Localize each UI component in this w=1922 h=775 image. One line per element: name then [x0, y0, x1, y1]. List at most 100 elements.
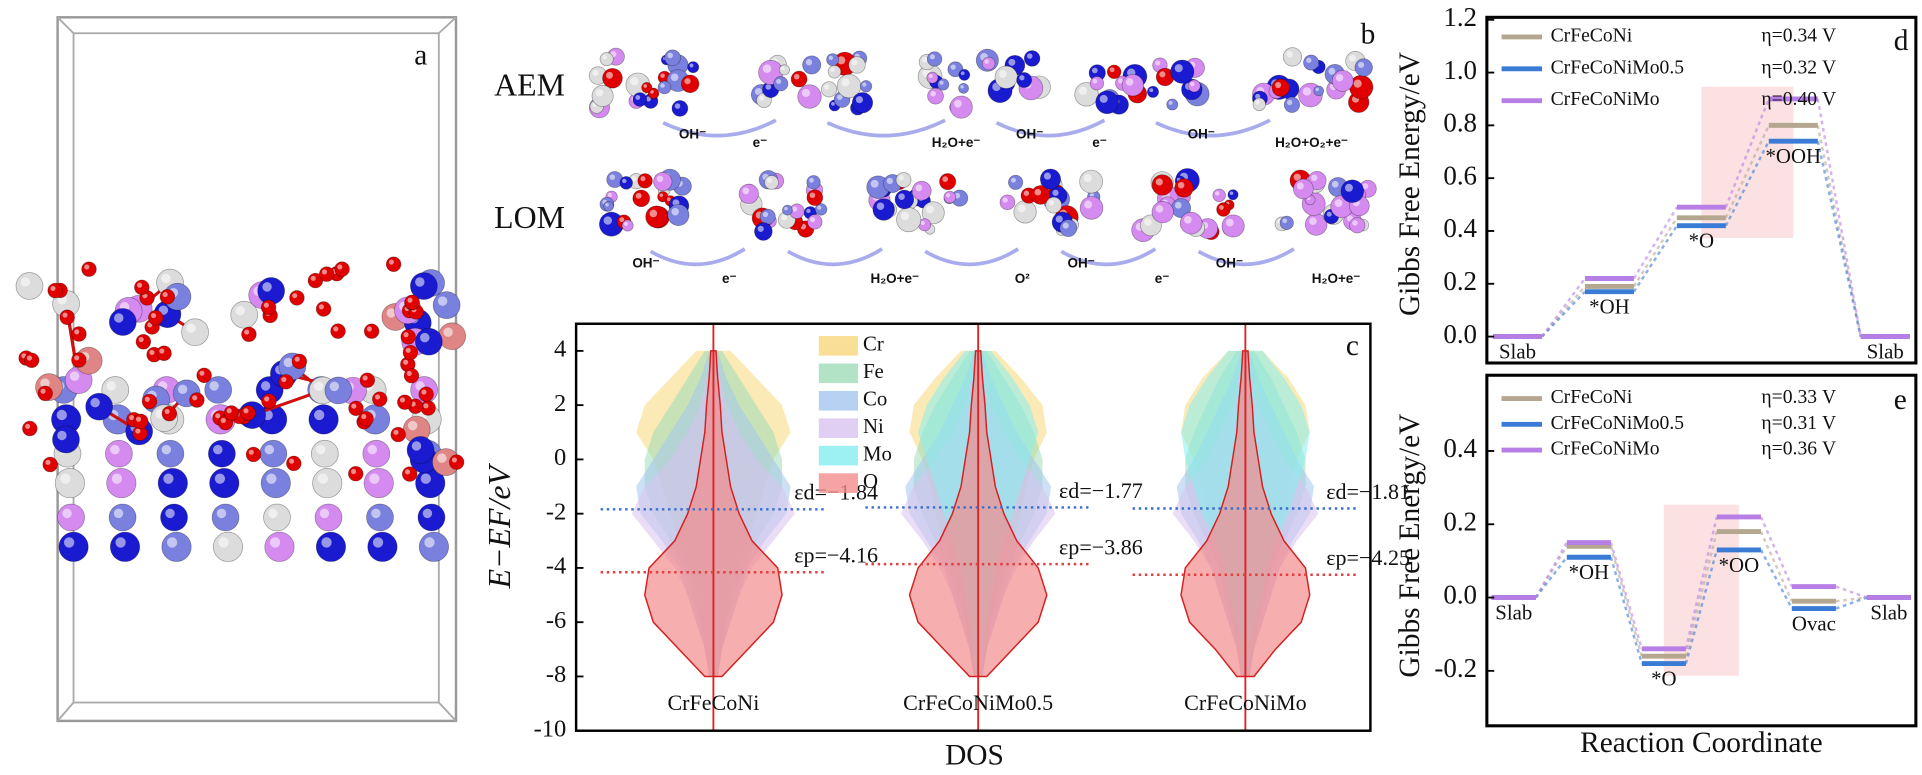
atom-shine	[292, 293, 298, 299]
cell-edge	[438, 701, 457, 722]
atom-shine	[266, 473, 277, 484]
atom-shine	[759, 95, 765, 101]
atom	[278, 374, 294, 390]
highlight	[1701, 86, 1794, 238]
cell-edge	[438, 16, 457, 34]
legend-annotation: η=0.32 V	[1761, 57, 1836, 78]
atom	[385, 256, 402, 272]
connector	[1541, 290, 1586, 338]
atom	[1008, 174, 1024, 190]
y-tick-label: 1.0	[1443, 55, 1477, 85]
atom-shine	[886, 177, 893, 185]
atom-shine	[244, 329, 250, 335]
atom-shine	[1293, 173, 1301, 181]
y-tick-label: -2	[546, 498, 566, 525]
atom-shine	[403, 359, 409, 365]
atom	[896, 207, 922, 233]
atom	[1039, 168, 1061, 190]
atom-shine	[374, 394, 381, 400]
atom	[315, 531, 347, 562]
atom-shine	[898, 175, 904, 181]
legend-label: O	[863, 469, 878, 493]
panel-letter: a	[414, 40, 427, 72]
atom-shine	[111, 473, 123, 484]
arrow	[924, 247, 1020, 267]
atom-shine	[1358, 61, 1365, 68]
atom-shine	[74, 329, 80, 335]
atom	[212, 531, 244, 562]
atom-shine	[1344, 183, 1353, 192]
atom-shine	[1215, 191, 1220, 196]
atom	[1013, 200, 1037, 224]
atom	[105, 439, 133, 468]
band-center-label: εp=−3.86	[1059, 534, 1143, 559]
atom	[782, 204, 793, 216]
step-label: *OH	[1589, 295, 1629, 319]
step-label: H₂O+e⁻	[870, 271, 919, 286]
atom-shine	[420, 473, 431, 484]
legend-label: CrFeCoNiMo	[1551, 89, 1660, 110]
atom	[134, 279, 150, 296]
atom	[42, 456, 58, 473]
atom	[400, 329, 416, 345]
atom-shine	[645, 96, 652, 102]
atom	[334, 261, 350, 277]
atom	[397, 394, 413, 410]
atom-shine	[1043, 172, 1051, 180]
atom	[159, 289, 176, 305]
legend-label: CrFeCoNi	[1551, 387, 1633, 408]
row-label: LOM	[494, 200, 565, 235]
atom-shine	[314, 409, 325, 421]
atom-shine	[900, 211, 910, 221]
atom-shine	[1089, 192, 1095, 198]
atom-shine	[1296, 182, 1304, 190]
atom-shine	[831, 101, 835, 106]
atom	[943, 190, 957, 204]
atom-shine	[159, 348, 165, 354]
legend-label: CrFeCoNiMo	[1551, 439, 1660, 460]
atom-shine	[1155, 205, 1164, 213]
atom	[189, 392, 205, 408]
atom-shine	[950, 64, 956, 70]
atom	[1221, 214, 1245, 238]
atom-shine	[643, 84, 648, 88]
legend-label: Ni	[863, 414, 884, 438]
atom	[318, 266, 335, 282]
legend-annotation: η=0.34 V	[1761, 25, 1836, 46]
atom-shine	[1019, 75, 1025, 81]
atom	[680, 74, 700, 94]
atom	[641, 81, 653, 94]
atom-shine	[684, 78, 691, 85]
panel-letter: b	[1361, 19, 1376, 51]
atom	[848, 56, 866, 74]
atom-shine	[921, 56, 928, 63]
atom	[366, 503, 394, 532]
y-tick-label: 1.2	[1443, 2, 1477, 32]
atom	[390, 426, 406, 443]
connector	[1724, 124, 1770, 219]
atom-shine	[260, 381, 271, 391]
atom-shine	[824, 84, 830, 90]
y-axis-label: Gibbs Free Energy/eV	[1394, 52, 1426, 316]
connector	[1759, 516, 1793, 588]
atom-shine	[1062, 222, 1069, 229]
plot-frame	[1485, 373, 1918, 728]
atom-shine	[635, 95, 641, 100]
atom	[827, 65, 842, 79]
atom-shine	[1017, 204, 1026, 213]
atom	[59, 309, 75, 325]
atom-shine	[60, 473, 71, 484]
atom-shine	[619, 217, 625, 223]
atom-shine	[1326, 211, 1332, 217]
legend-swatch	[818, 363, 859, 384]
atom	[773, 76, 789, 92]
atom-shine	[792, 206, 798, 212]
atom	[1303, 54, 1320, 71]
legend-swatch	[818, 445, 859, 466]
atom-shine	[809, 177, 814, 183]
atom	[1271, 78, 1290, 97]
atom-shine	[1334, 199, 1343, 208]
atom	[667, 203, 690, 226]
atom-shine	[62, 312, 68, 318]
